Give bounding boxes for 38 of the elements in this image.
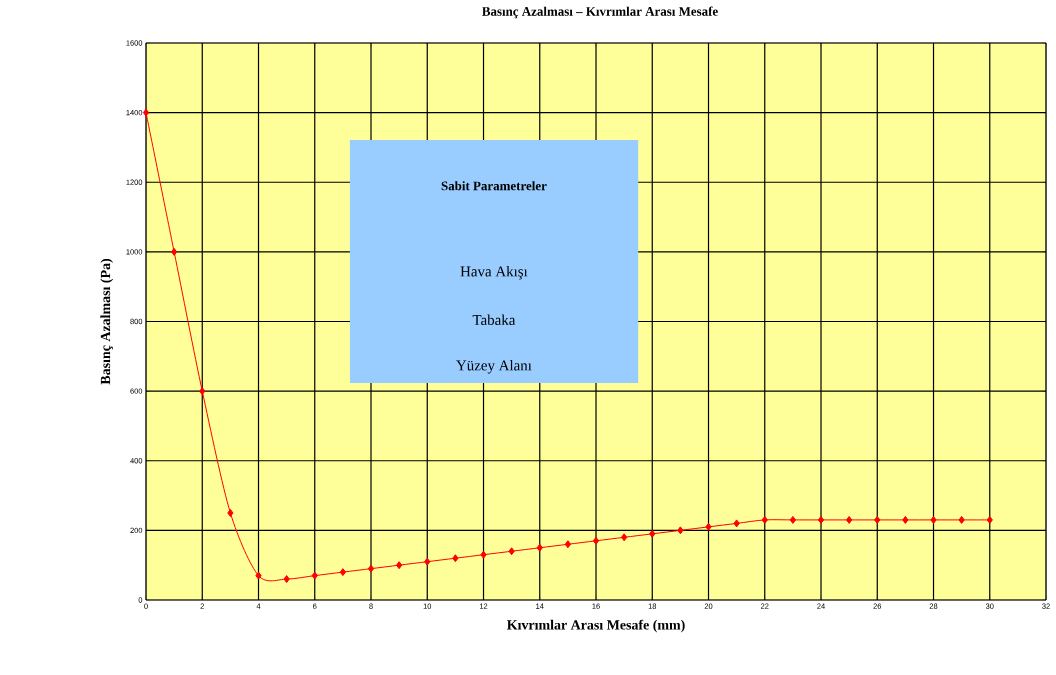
point (874, 515, 881, 524)
annotation: Hava Akışı (460, 265, 528, 280)
point (677, 526, 684, 535)
annotation: Tabaka (472, 314, 516, 325)
point (396, 561, 403, 570)
point (930, 515, 937, 524)
x-axis-title: Kıvrımlar Arası Mesafe (mm) (506, 619, 685, 633)
point (592, 536, 600, 545)
point (789, 515, 796, 524)
point (283, 575, 290, 584)
point (536, 543, 543, 552)
y-axis-title: Basınç Azalması (Pa) (100, 258, 114, 385)
point (452, 554, 459, 563)
point (761, 515, 768, 524)
point (255, 571, 262, 580)
point (339, 568, 346, 577)
point (902, 515, 909, 524)
point (733, 519, 740, 528)
point (621, 533, 628, 542)
point (986, 515, 993, 524)
point (171, 247, 178, 256)
point (142, 108, 150, 117)
point (227, 508, 234, 517)
point (424, 557, 431, 566)
point (367, 564, 375, 573)
point (649, 529, 656, 538)
point (480, 550, 487, 559)
point (311, 571, 318, 580)
point (199, 387, 206, 396)
point (958, 515, 965, 524)
point (564, 540, 571, 549)
chart-title: Basınç Azalması – Kıvrımlar Arası Mesafe (482, 6, 718, 19)
annotation: Yüzey Alanı (456, 359, 532, 374)
point (508, 547, 515, 556)
annotation: Sabit Parametreler (441, 181, 547, 191)
point (817, 515, 825, 524)
point (705, 522, 712, 531)
point (846, 515, 853, 524)
